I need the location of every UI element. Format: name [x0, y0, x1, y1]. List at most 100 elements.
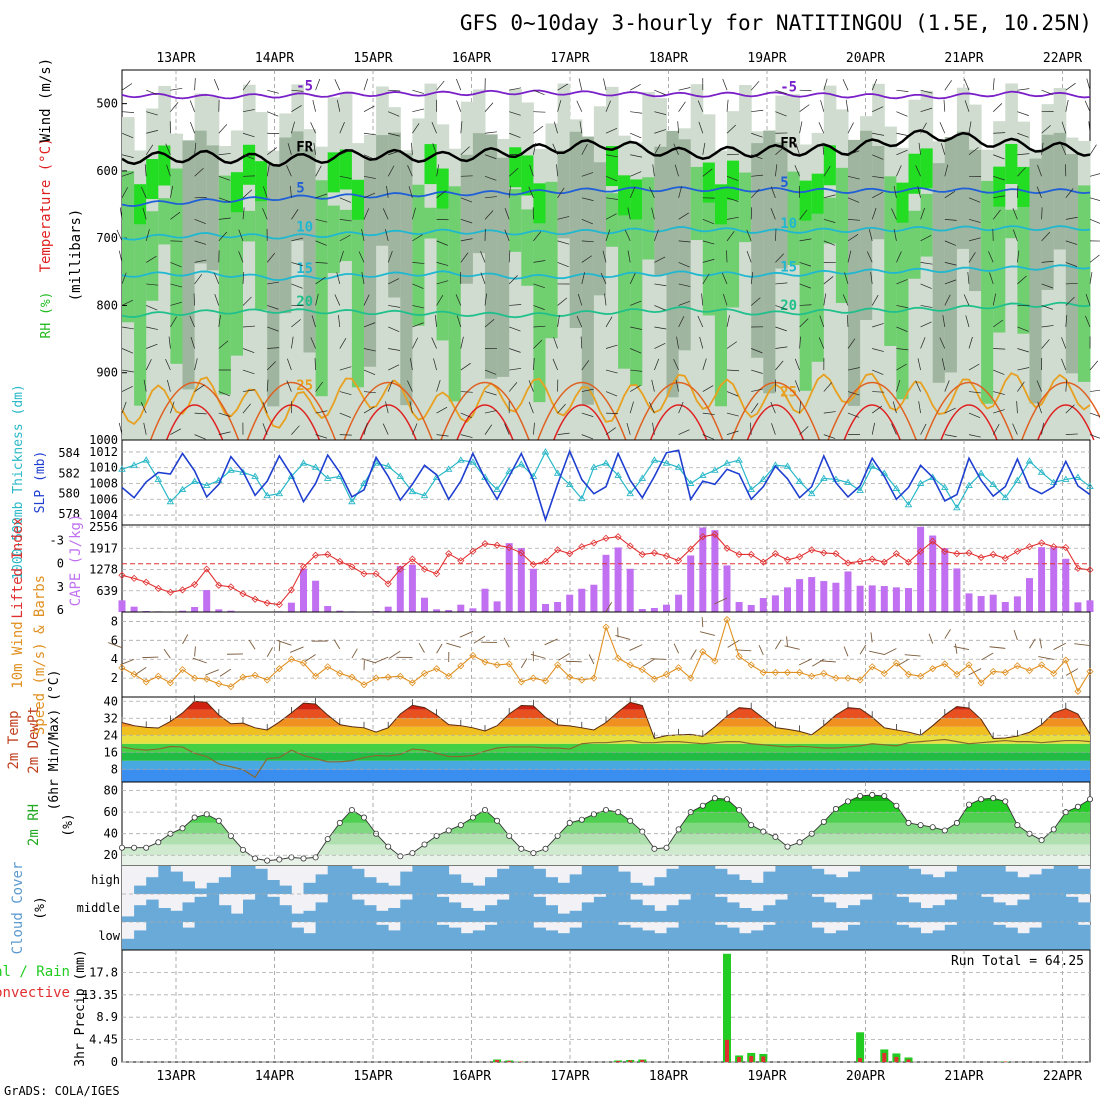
wind-barb: [314, 358, 316, 371]
wind-barb: [678, 212, 689, 220]
wind-barb: [1041, 125, 1051, 134]
wind-barb: [920, 107, 933, 113]
wind-barb: [363, 192, 376, 199]
wind-barb: [896, 165, 902, 177]
rh-point: [530, 850, 537, 857]
rh-shading: [775, 142, 788, 269]
wind-barb: [412, 322, 424, 328]
cape-bar: [590, 584, 598, 612]
wind-tick-label: 6: [111, 633, 118, 647]
lifted-index-point: [880, 558, 888, 566]
cloud-cell: [182, 881, 195, 894]
wind-barb: [484, 293, 487, 306]
cloud-cell: [569, 874, 583, 894]
wind-barb: [627, 207, 631, 220]
wind-barb: [758, 644, 764, 656]
wind-tick-label: 4: [111, 652, 118, 666]
wind-speed-point: [844, 674, 852, 682]
slp-tick-label: 1006: [89, 492, 118, 506]
wind-barb: [118, 422, 123, 435]
wind-barb: [1017, 275, 1027, 285]
thickness-point: [844, 478, 852, 485]
cape-bar: [856, 585, 864, 612]
cloud-cell: [339, 866, 353, 894]
cloud-cell: [618, 894, 631, 922]
cape-bar: [542, 604, 549, 612]
wind-barb: [1038, 656, 1054, 660]
cloud-cell: [533, 927, 546, 950]
rh-shading: [1065, 154, 1079, 374]
rh-band: [122, 844, 1090, 856]
wind-barb: [649, 402, 655, 414]
temperature-band: [122, 726, 1090, 736]
rh-shading: [1017, 166, 1030, 207]
wind-barb: [533, 283, 545, 289]
cloud-cell: [763, 924, 776, 950]
wind-barb: [968, 434, 981, 438]
wind-barb: [504, 229, 510, 242]
cloud-cell: [485, 924, 498, 950]
wind-barb: [654, 129, 666, 134]
wind-barb: [121, 299, 133, 306]
wind-barb: [1065, 82, 1076, 91]
bottom-date-label: 18APR: [649, 1069, 688, 1084]
cloud-cell: [654, 933, 667, 950]
wind-barb: [812, 658, 825, 667]
wind-barb: [509, 87, 522, 91]
wind-barb: [673, 643, 680, 654]
wind-barb: [146, 305, 158, 311]
wind-barb: [847, 250, 852, 263]
wind-barb: [1065, 282, 1078, 285]
wind-barb: [484, 318, 495, 328]
lifted-index-point: [953, 550, 961, 558]
wind-barb: [135, 666, 147, 676]
isotherm-label: FR: [296, 140, 313, 156]
thickness-point: [638, 474, 647, 481]
wind-barb: [287, 358, 292, 371]
wind-barb: [1012, 423, 1018, 435]
rh-point: [276, 856, 283, 863]
wind-barb: [993, 154, 1005, 160]
rh-shading: [690, 84, 704, 440]
wind-barb: [726, 153, 740, 156]
cloud-cell: [872, 922, 885, 950]
lifted-index-point: [481, 540, 489, 548]
cape-bar: [179, 610, 186, 612]
wind-speed-point: [602, 623, 610, 631]
cape-bar: [796, 579, 804, 612]
rh-shading: [811, 173, 825, 214]
run-total-label: Run Total = 64.25: [951, 954, 1084, 969]
isotherm-label: -5: [296, 78, 313, 94]
cape-bar: [771, 595, 779, 612]
precip-convective-bar: [906, 1059, 911, 1062]
wind-barb: [363, 154, 376, 160]
wind-barb: [819, 660, 836, 663]
cloud-cell: [267, 922, 280, 950]
slp-tick-label: 1008: [89, 477, 118, 491]
wind-barb: [920, 305, 933, 308]
cloud-cell: [630, 882, 643, 894]
panel-frame: [121, 611, 1091, 698]
thickness-point: [565, 480, 574, 487]
wind-barb: [968, 237, 981, 242]
wind-barb: [896, 111, 908, 117]
cloud-cell: [327, 922, 341, 950]
wind-barb: [436, 406, 448, 414]
precip-tick-label: 4.45: [89, 1033, 118, 1047]
rh-shading: [509, 147, 522, 188]
precip-convective-bar: [894, 1056, 899, 1062]
cloud-cell: [678, 899, 692, 922]
wind-barb: [388, 326, 400, 332]
wind-barb: [652, 164, 655, 177]
cloud-cell: [823, 874, 837, 894]
wind-barb: [504, 423, 510, 435]
cloud-cell: [1029, 927, 1042, 950]
wind-barb: [509, 348, 521, 353]
cloud-cell: [896, 924, 909, 950]
wind-barb: [407, 380, 413, 392]
cloud-cell: [969, 866, 982, 894]
cape-axis-label: CAPE (J/kg): [68, 514, 84, 607]
rh-point: [119, 844, 126, 851]
wind-barb: [1017, 132, 1029, 138]
wind-barb: [799, 318, 809, 328]
